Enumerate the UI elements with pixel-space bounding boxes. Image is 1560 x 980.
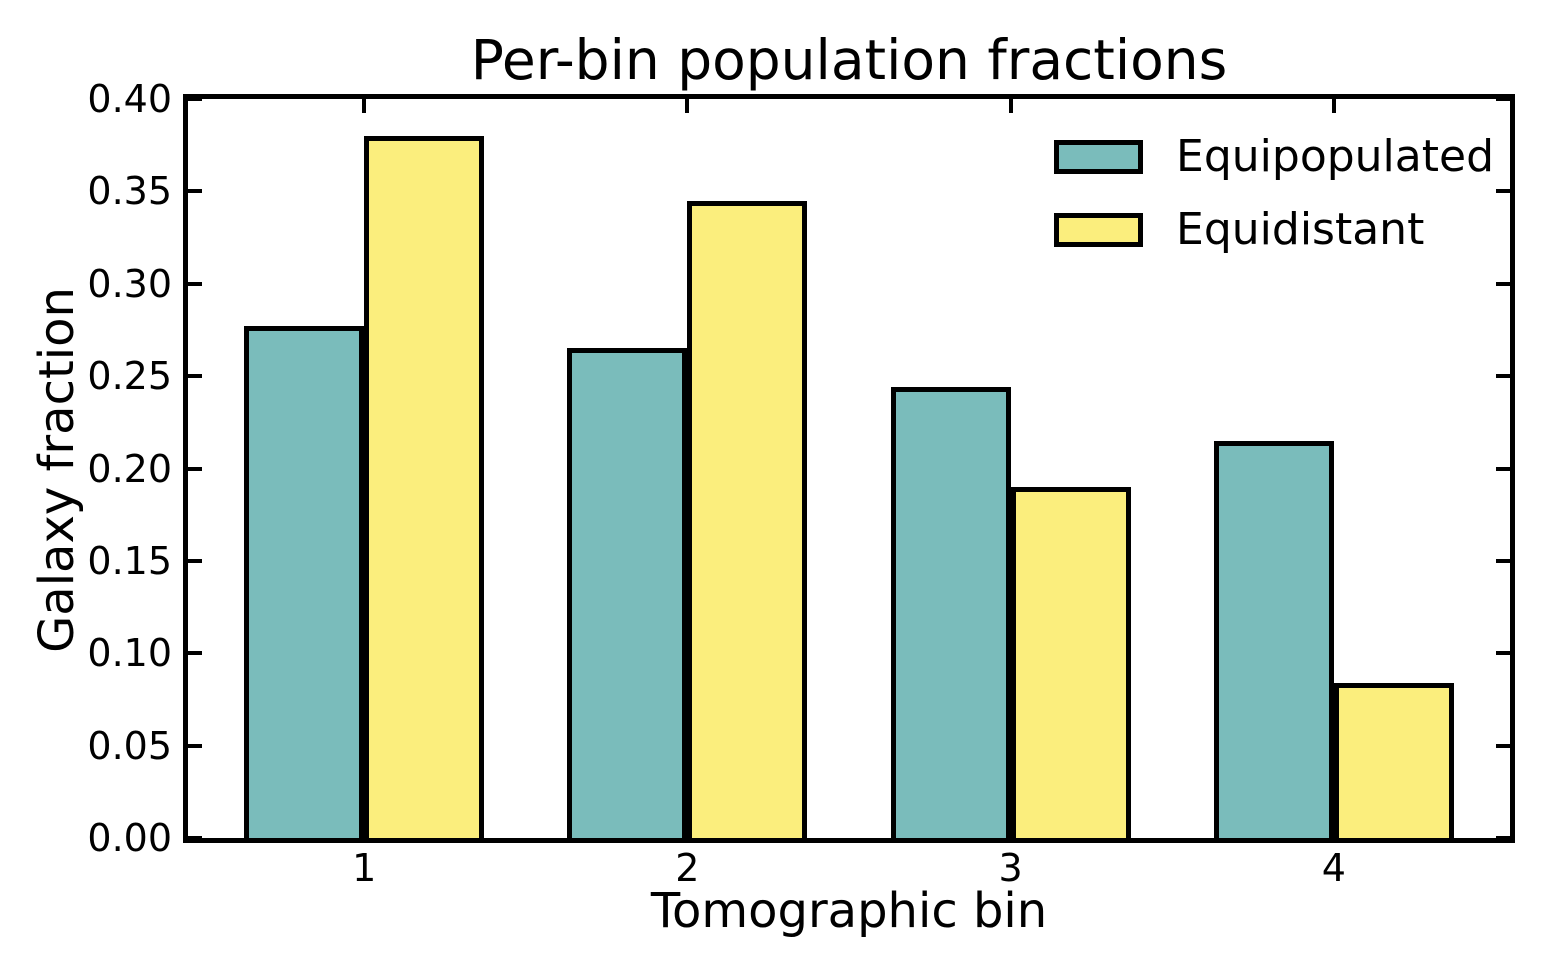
y-axis-label: Galaxy fraction (28, 287, 85, 653)
y-tick-left (188, 97, 202, 101)
chart-title: Per-bin population fractions (470, 28, 1228, 92)
bar-equipopulated-bin-4 (1213, 440, 1334, 843)
bar-equipopulated-bin-3 (890, 387, 1011, 843)
legend: Equipopulated Equidistant (1054, 135, 1494, 252)
y-tick-left (188, 558, 202, 563)
y-tick-label: 0.30 (87, 261, 172, 306)
y-tick-right (1496, 836, 1510, 840)
bar-equidistant-bin-4 (1333, 682, 1454, 843)
bar-equipopulated-bin-1 (244, 326, 365, 843)
x-tick-top (362, 99, 367, 113)
y-tick-right (1496, 743, 1510, 748)
y-tick-right (1496, 558, 1510, 563)
x-tick-label: 2 (675, 846, 700, 890)
bar-equidistant-bin-2 (687, 200, 808, 843)
legend-swatch-equipopulated (1054, 140, 1144, 174)
y-tick-right (1496, 189, 1510, 194)
y-tick-label: 0.05 (87, 723, 172, 768)
x-tick-label: 1 (352, 846, 377, 890)
x-tick-label: 4 (1321, 846, 1346, 890)
x-tick-top (1008, 99, 1013, 113)
legend-label-equipopulated: Equipopulated (1176, 131, 1494, 182)
plot-content (188, 97, 1510, 843)
y-tick-label: 0.15 (87, 538, 172, 583)
legend-row-equidistant: Equidistant (1054, 208, 1494, 252)
y-tick-right (1496, 281, 1510, 286)
y-tick-left (188, 189, 202, 194)
bar-equidistant-bin-1 (364, 135, 485, 843)
y-tick-label: 0.25 (87, 354, 172, 399)
y-tick-right (1496, 651, 1510, 656)
x-tick-top (1331, 99, 1336, 113)
y-tick-label: 0.20 (87, 446, 172, 491)
y-tick-right (1496, 97, 1510, 101)
y-tick-label: 0.00 (87, 816, 172, 860)
x-tick-label: 3 (998, 846, 1023, 890)
bar-equipopulated-bin-2 (567, 348, 688, 843)
y-tick-label: 0.40 (87, 77, 172, 121)
legend-row-equipopulated: Equipopulated (1054, 135, 1494, 179)
y-tick-left (188, 281, 202, 286)
legend-label-equidistant: Equidistant (1176, 204, 1425, 255)
y-tick-left (188, 743, 202, 748)
y-tick-right (1496, 466, 1510, 471)
plot-area: Equipopulated Equidistant (183, 94, 1515, 843)
y-tick-left (188, 836, 202, 840)
y-tick-label: 0.10 (87, 631, 172, 676)
y-tick-right (1496, 374, 1510, 379)
y-tick-left (188, 466, 202, 471)
legend-swatch-equidistant (1054, 213, 1144, 247)
y-tick-left (188, 651, 202, 656)
bar-equidistant-bin-3 (1010, 486, 1131, 843)
y-tick-label: 0.35 (87, 169, 172, 214)
x-tick-top (685, 99, 690, 113)
x-axis-label: Tomographic bin (650, 883, 1048, 939)
y-tick-left (188, 374, 202, 379)
